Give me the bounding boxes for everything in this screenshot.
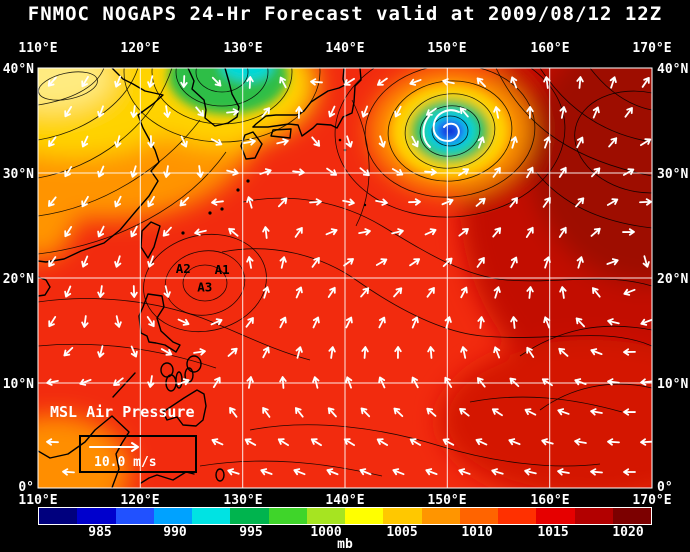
colorbar-tick: 990 <box>163 525 187 540</box>
lat-label: 30°N <box>657 167 688 182</box>
field-label: MSL Air Pressure <box>50 403 195 421</box>
colorbar-tick: 1005 <box>386 525 418 540</box>
lon-label: 110°E <box>18 41 57 56</box>
forecast-title: FNMOC NOGAPS 24-Hr Forecast valid at 200… <box>27 3 663 25</box>
colorbar-cell <box>498 508 537 524</box>
lat-label: 10°N <box>3 377 34 392</box>
wind-scale-arrow-icon <box>89 442 139 452</box>
longitude-labels-top: 110°E 120°E 130°E 140°E 150°E 160°E 170°… <box>18 41 671 56</box>
lon-label: 170°E <box>632 41 671 56</box>
lon-label: 110°E <box>18 493 57 508</box>
wind-arrows <box>46 75 652 476</box>
colorbar-cell <box>77 508 116 524</box>
colorbar-cell <box>345 508 384 524</box>
lat-label: 40°N <box>657 62 688 77</box>
colorbar-ticks: 985 990 995 1000 1005 1010 1015 1020 <box>38 525 652 540</box>
colorbar-cell <box>574 508 613 524</box>
latitude-labels-right: 40°N 30°N 20°N 10°N 0° <box>657 62 688 495</box>
lat-label: 0° <box>657 480 673 495</box>
colorbar-tick: 1010 <box>461 525 493 540</box>
lon-label: 170°E <box>632 493 671 508</box>
colorbar-cell <box>268 508 307 524</box>
colorbar-cell <box>153 508 192 524</box>
lat-label: 20°N <box>657 272 688 287</box>
colorbar-cell <box>230 508 269 524</box>
colorbar-gradient <box>38 507 652 525</box>
lon-label: 130°E <box>223 41 262 56</box>
colorbar-cell <box>421 508 460 524</box>
wind-scale-label: 10.0 m/s <box>94 455 157 470</box>
lat-label: 20°N <box>3 272 34 287</box>
colorbar-cell <box>115 508 154 524</box>
storm-markers: A1 A2 A3 <box>176 261 230 295</box>
colorbar-cell <box>39 508 78 524</box>
lon-label: 150°E <box>427 41 466 56</box>
colorbar-tick: 995 <box>239 525 263 540</box>
storm-marker-label: A2 <box>176 261 191 276</box>
lon-label: 120°E <box>120 493 159 508</box>
lon-label: 140°E <box>325 493 364 508</box>
lon-label: 160°E <box>530 41 569 56</box>
wind-scale-legend: 10.0 m/s <box>79 435 197 473</box>
lon-label: 120°E <box>120 41 159 56</box>
lon-label: 140°E <box>325 41 364 56</box>
colorbar-tick: 1020 <box>612 525 644 540</box>
colorbar-cell <box>536 508 575 524</box>
lat-label: 0° <box>18 480 34 495</box>
longitude-labels-bottom: 110°E 120°E 130°E 140°E 150°E 160°E 170°… <box>18 493 671 508</box>
colorbar-cell <box>459 508 498 524</box>
lon-label: 150°E <box>427 493 466 508</box>
colorbar-cell <box>612 508 651 524</box>
colorbar-cell <box>306 508 345 524</box>
wind-scale-box <box>79 435 197 473</box>
colorbar-unit: mb <box>337 537 353 552</box>
typhoon-spiral-icon <box>422 109 460 148</box>
lon-label: 130°E <box>223 493 262 508</box>
colorbar-cell <box>192 508 231 524</box>
lat-label: 30°N <box>3 167 34 182</box>
colorbar-tick: 1015 <box>537 525 569 540</box>
latitude-labels-left: 40°N 30°N 20°N 10°N 0° <box>3 62 34 495</box>
map-frame <box>37 67 653 489</box>
colorbar-tick: 1000 <box>310 525 342 540</box>
storm-marker-label: A1 <box>215 262 230 277</box>
storm-marker-label: A3 <box>197 280 212 295</box>
colorbar-tick: 985 <box>88 525 112 540</box>
lon-label: 160°E <box>530 493 569 508</box>
lat-label: 10°N <box>657 377 688 392</box>
lat-label: 40°N <box>3 62 34 77</box>
colorbar-cell <box>383 508 422 524</box>
